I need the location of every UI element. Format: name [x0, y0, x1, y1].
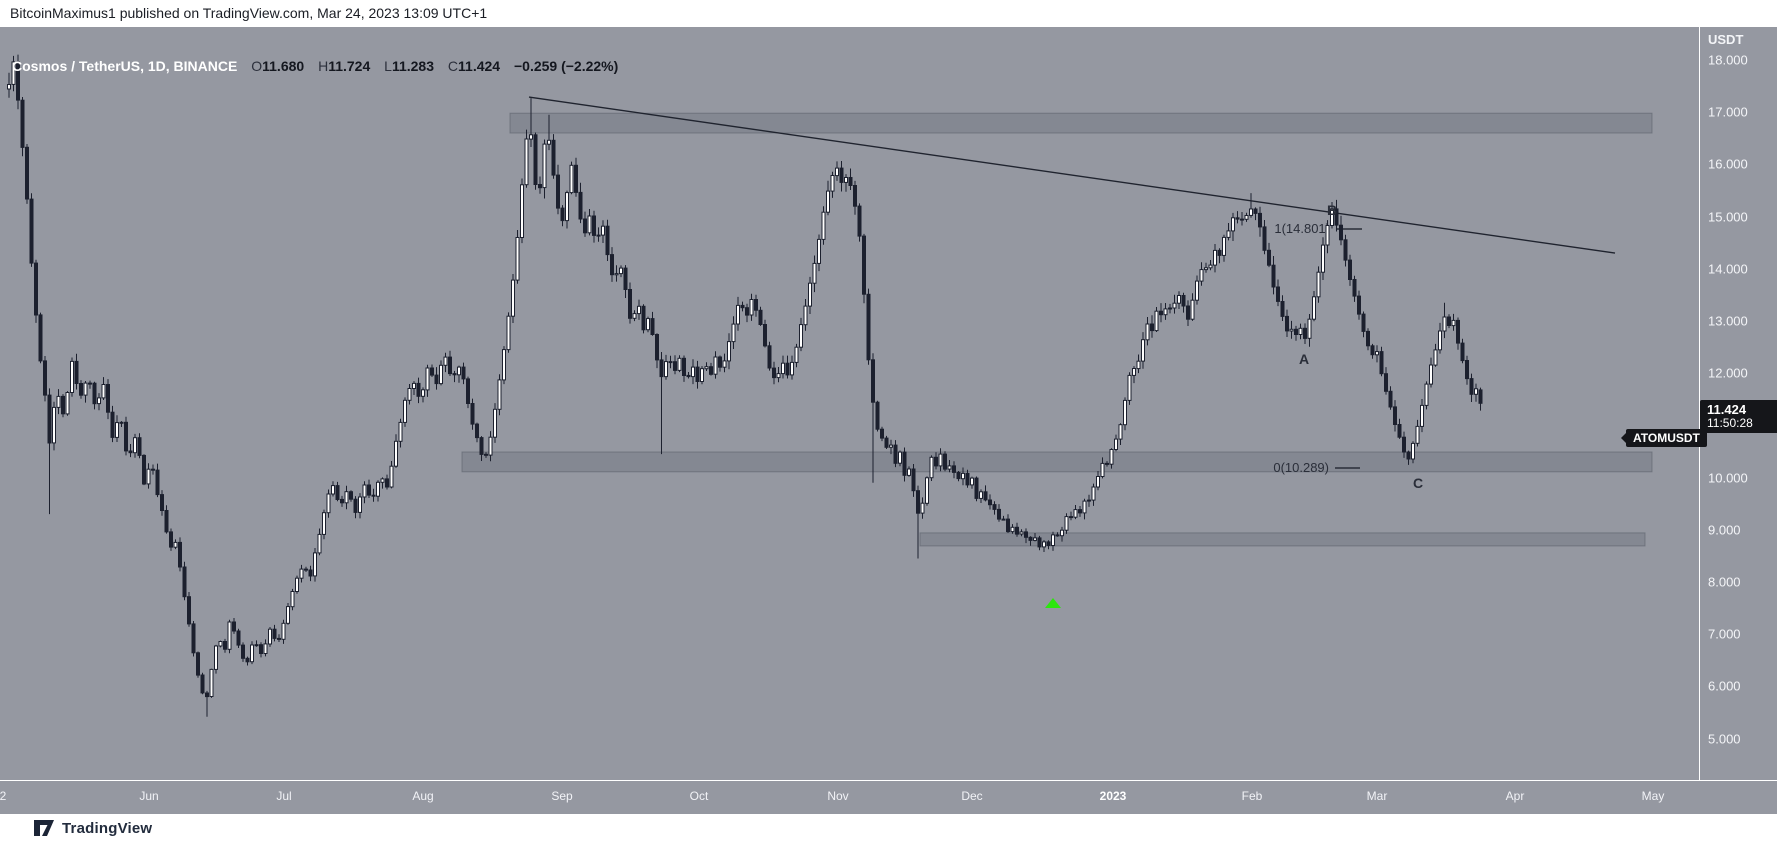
zone-rect [461, 451, 1653, 473]
change-value: −0.259 (−2.22%) [513, 58, 619, 74]
time-tick-may: May [1641, 789, 1665, 803]
bar-countdown: 11:50:28 [1707, 416, 1753, 430]
currency-label: USDT [1708, 32, 1744, 47]
price-tick: 7.000 [1708, 626, 1741, 642]
fib-retracement-labels[interactable]: 1(14.801) 0(10.289) [1273, 221, 1362, 475]
price-countdown-box: 11.424 11:50:28 [1700, 400, 1777, 433]
zone-rect [919, 532, 1646, 547]
price-tick: 13.000 [1708, 313, 1748, 329]
fib-label: 1(14.801) [1274, 221, 1330, 236]
price-tick: 9.000 [1708, 522, 1741, 538]
high-label: H [318, 58, 329, 74]
price-tick: 15.000 [1708, 209, 1748, 225]
time-tick-2023: 2023 [1099, 789, 1127, 803]
time-tick-mar: Mar [1366, 789, 1388, 803]
time-tick-feb: Feb [1241, 789, 1263, 803]
fib-label: 0(10.289) [1273, 460, 1329, 475]
attribution-text: BitcoinMaximus1 published on TradingView… [10, 5, 488, 21]
ohlc-header: Cosmos / TetherUS, 1D, BINANCE O11.680 H… [12, 58, 618, 74]
last-price: 11.424 [1707, 402, 1747, 417]
price-tick: 14.000 [1708, 261, 1748, 277]
symbol-title: Cosmos / TetherUS, 1D, BINANCE [12, 58, 238, 74]
price-tick: 17.000 [1708, 104, 1748, 120]
time-tick-aug: Aug [412, 789, 434, 803]
time-tick-oct: Oct [689, 789, 709, 803]
letter-a: A [1299, 351, 1309, 367]
price-tick: 16.000 [1708, 156, 1748, 172]
low-label: L [384, 58, 392, 74]
symbol-price-tag: ATOMUSDT [1621, 429, 1707, 447]
letter-b: B [1327, 202, 1337, 218]
tradingview-brand-text: TradingView [62, 820, 153, 837]
tradingview-brand[interactable]: TradingView [34, 819, 152, 838]
price-tick: 6.000 [1708, 678, 1741, 694]
time-tick-nov: Nov [827, 789, 849, 803]
open-label: O [251, 58, 263, 74]
price-tick: 18.000 [1708, 52, 1748, 68]
price-tick: 5.000 [1708, 731, 1741, 747]
price-tick: 12.000 [1708, 365, 1748, 381]
time-tick-jun: Jun [139, 789, 159, 803]
chart-canvas[interactable]: 1(14.801) 0(10.289) A B C [0, 27, 1777, 813]
support-resistance-zones[interactable] [461, 112, 1653, 547]
close-label: C [447, 58, 459, 74]
price-tick: 8.000 [1708, 574, 1741, 590]
close-value: 11.424 [458, 58, 501, 74]
footer-bar: TradingView [0, 813, 1777, 845]
time-tick-dec: Dec [961, 789, 983, 803]
price-tick: 10.000 [1708, 470, 1748, 486]
open-value: 11.680 [262, 58, 305, 74]
zone-rect [509, 112, 1653, 134]
time-axis[interactable]: 2 Jun Jul Aug Sep Oct Nov Dec 2023 Feb Mar Apr May [0, 780, 1777, 814]
time-tick-jul: Jul [276, 789, 292, 803]
elliott-letters[interactable]: A B C [1299, 202, 1423, 491]
descending-trendline[interactable] [528, 96, 1616, 254]
high-value: 11.724 [328, 58, 371, 74]
low-value: 11.283 [391, 58, 435, 74]
time-tick-apr: Apr [1505, 789, 1525, 803]
time-tick-2: 2 [0, 789, 7, 803]
time-tick-sep: Sep [551, 789, 573, 803]
chart-region[interactable]: 1(14.801) 0(10.289) A B C Cosmos / TetherUS,… [0, 27, 1777, 813]
tradingview-logo-icon [34, 820, 54, 836]
candlestick-series[interactable] [7, 54, 1483, 717]
triangle-up-marker[interactable] [1045, 598, 1061, 608]
attribution-bar: BitcoinMaximus1 published on TradingView… [0, 0, 1777, 27]
letter-c: C [1413, 475, 1423, 491]
